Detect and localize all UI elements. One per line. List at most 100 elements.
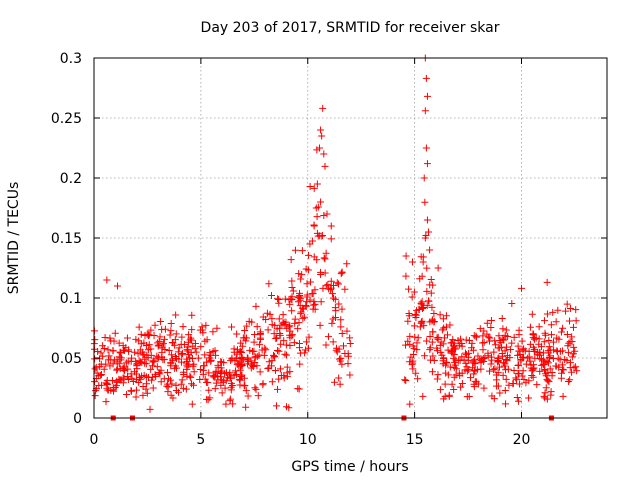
data-point: [536, 348, 544, 356]
data-point: [317, 270, 325, 278]
data-points: [90, 54, 581, 421]
data-point: [426, 246, 434, 254]
data-point: [264, 326, 272, 334]
data-point: [317, 298, 325, 306]
data-point: [227, 383, 235, 391]
data-point: [450, 354, 458, 362]
data-point: [520, 353, 528, 361]
data-point: [202, 321, 210, 329]
data-point: [257, 335, 265, 343]
data-point: [499, 352, 507, 360]
data-point: [160, 335, 168, 343]
data-point: [321, 255, 329, 263]
data-point: [116, 365, 124, 373]
data-point: [201, 375, 209, 383]
data-point: [276, 331, 284, 339]
data-point: [230, 345, 238, 353]
data-point: [167, 319, 175, 327]
data-point: [531, 335, 539, 343]
data-point: [280, 337, 288, 345]
data-point: [434, 335, 442, 343]
data-point: [91, 355, 99, 363]
data-point: [564, 349, 572, 357]
data-point: [462, 359, 470, 367]
data-point: [536, 367, 544, 375]
data-point: [406, 340, 414, 348]
data-point: [219, 378, 227, 386]
data-point: [310, 222, 318, 230]
data-point: [178, 351, 186, 359]
data-point: [168, 355, 176, 363]
data-point: [332, 314, 340, 322]
data-point: [446, 363, 454, 371]
data-point: [340, 342, 348, 350]
data-point: [212, 368, 220, 376]
data-point: [182, 385, 190, 393]
data-point: [236, 348, 244, 356]
y-tick-labels: 0 0.05 0.1 0.15 0.2 0.25 0.3: [51, 51, 82, 427]
data-point: [408, 258, 416, 266]
data-point: [470, 380, 478, 388]
y-axis-label: SRMTID / TECUs: [6, 182, 22, 295]
data-point: [288, 307, 296, 315]
data-point: [433, 344, 441, 352]
data-point: [109, 347, 117, 355]
data-point: [214, 361, 222, 369]
data-point: [116, 348, 124, 356]
data-point: [436, 386, 444, 394]
data-point: [282, 341, 290, 349]
data-point: [557, 374, 565, 382]
data-point: [227, 373, 235, 381]
data-point: [250, 338, 258, 346]
data-point: [113, 366, 121, 374]
data-point: [142, 360, 150, 368]
data-point: [549, 338, 557, 346]
data-point: [343, 327, 351, 335]
data-point: [124, 376, 132, 384]
data-point: [289, 287, 297, 295]
data-point: [188, 380, 196, 388]
data-point: [218, 358, 226, 366]
data-point: [480, 354, 488, 362]
data-point: [107, 387, 115, 395]
data-point: [410, 322, 418, 330]
data-point: [321, 269, 329, 277]
data-point: [430, 310, 438, 318]
data-point: [404, 337, 412, 345]
data-point: [251, 330, 259, 338]
data-point: [423, 160, 431, 168]
data-point: [311, 305, 319, 313]
data-point: [450, 373, 458, 381]
data-point: [295, 344, 303, 352]
data-point: [480, 339, 488, 347]
data-point: [450, 385, 458, 393]
data-point: [105, 352, 113, 360]
data-point: [477, 365, 485, 373]
data-point: [337, 354, 345, 362]
data-point: [525, 377, 533, 385]
data-point: [328, 319, 336, 327]
data-point: [285, 404, 293, 412]
data-point: [199, 366, 207, 374]
data-point: [212, 351, 220, 359]
data-point: [179, 384, 187, 392]
data-point: [488, 356, 496, 364]
data-point: [288, 283, 296, 291]
data-point: [256, 368, 264, 376]
data-point: [518, 284, 525, 292]
data-point: [255, 351, 263, 359]
data-point: [99, 342, 107, 350]
data-point: [526, 340, 534, 348]
data-point: [418, 298, 426, 306]
data-point: [450, 339, 458, 347]
data-point: [466, 374, 474, 382]
data-point: [554, 306, 562, 314]
data-point: [295, 319, 303, 327]
data-point: [172, 330, 180, 338]
data-point: [137, 375, 145, 383]
data-point: [97, 371, 105, 379]
data-point: [297, 275, 305, 283]
data-point: [454, 336, 462, 344]
data-point: [401, 376, 409, 384]
data-point: [206, 354, 214, 362]
